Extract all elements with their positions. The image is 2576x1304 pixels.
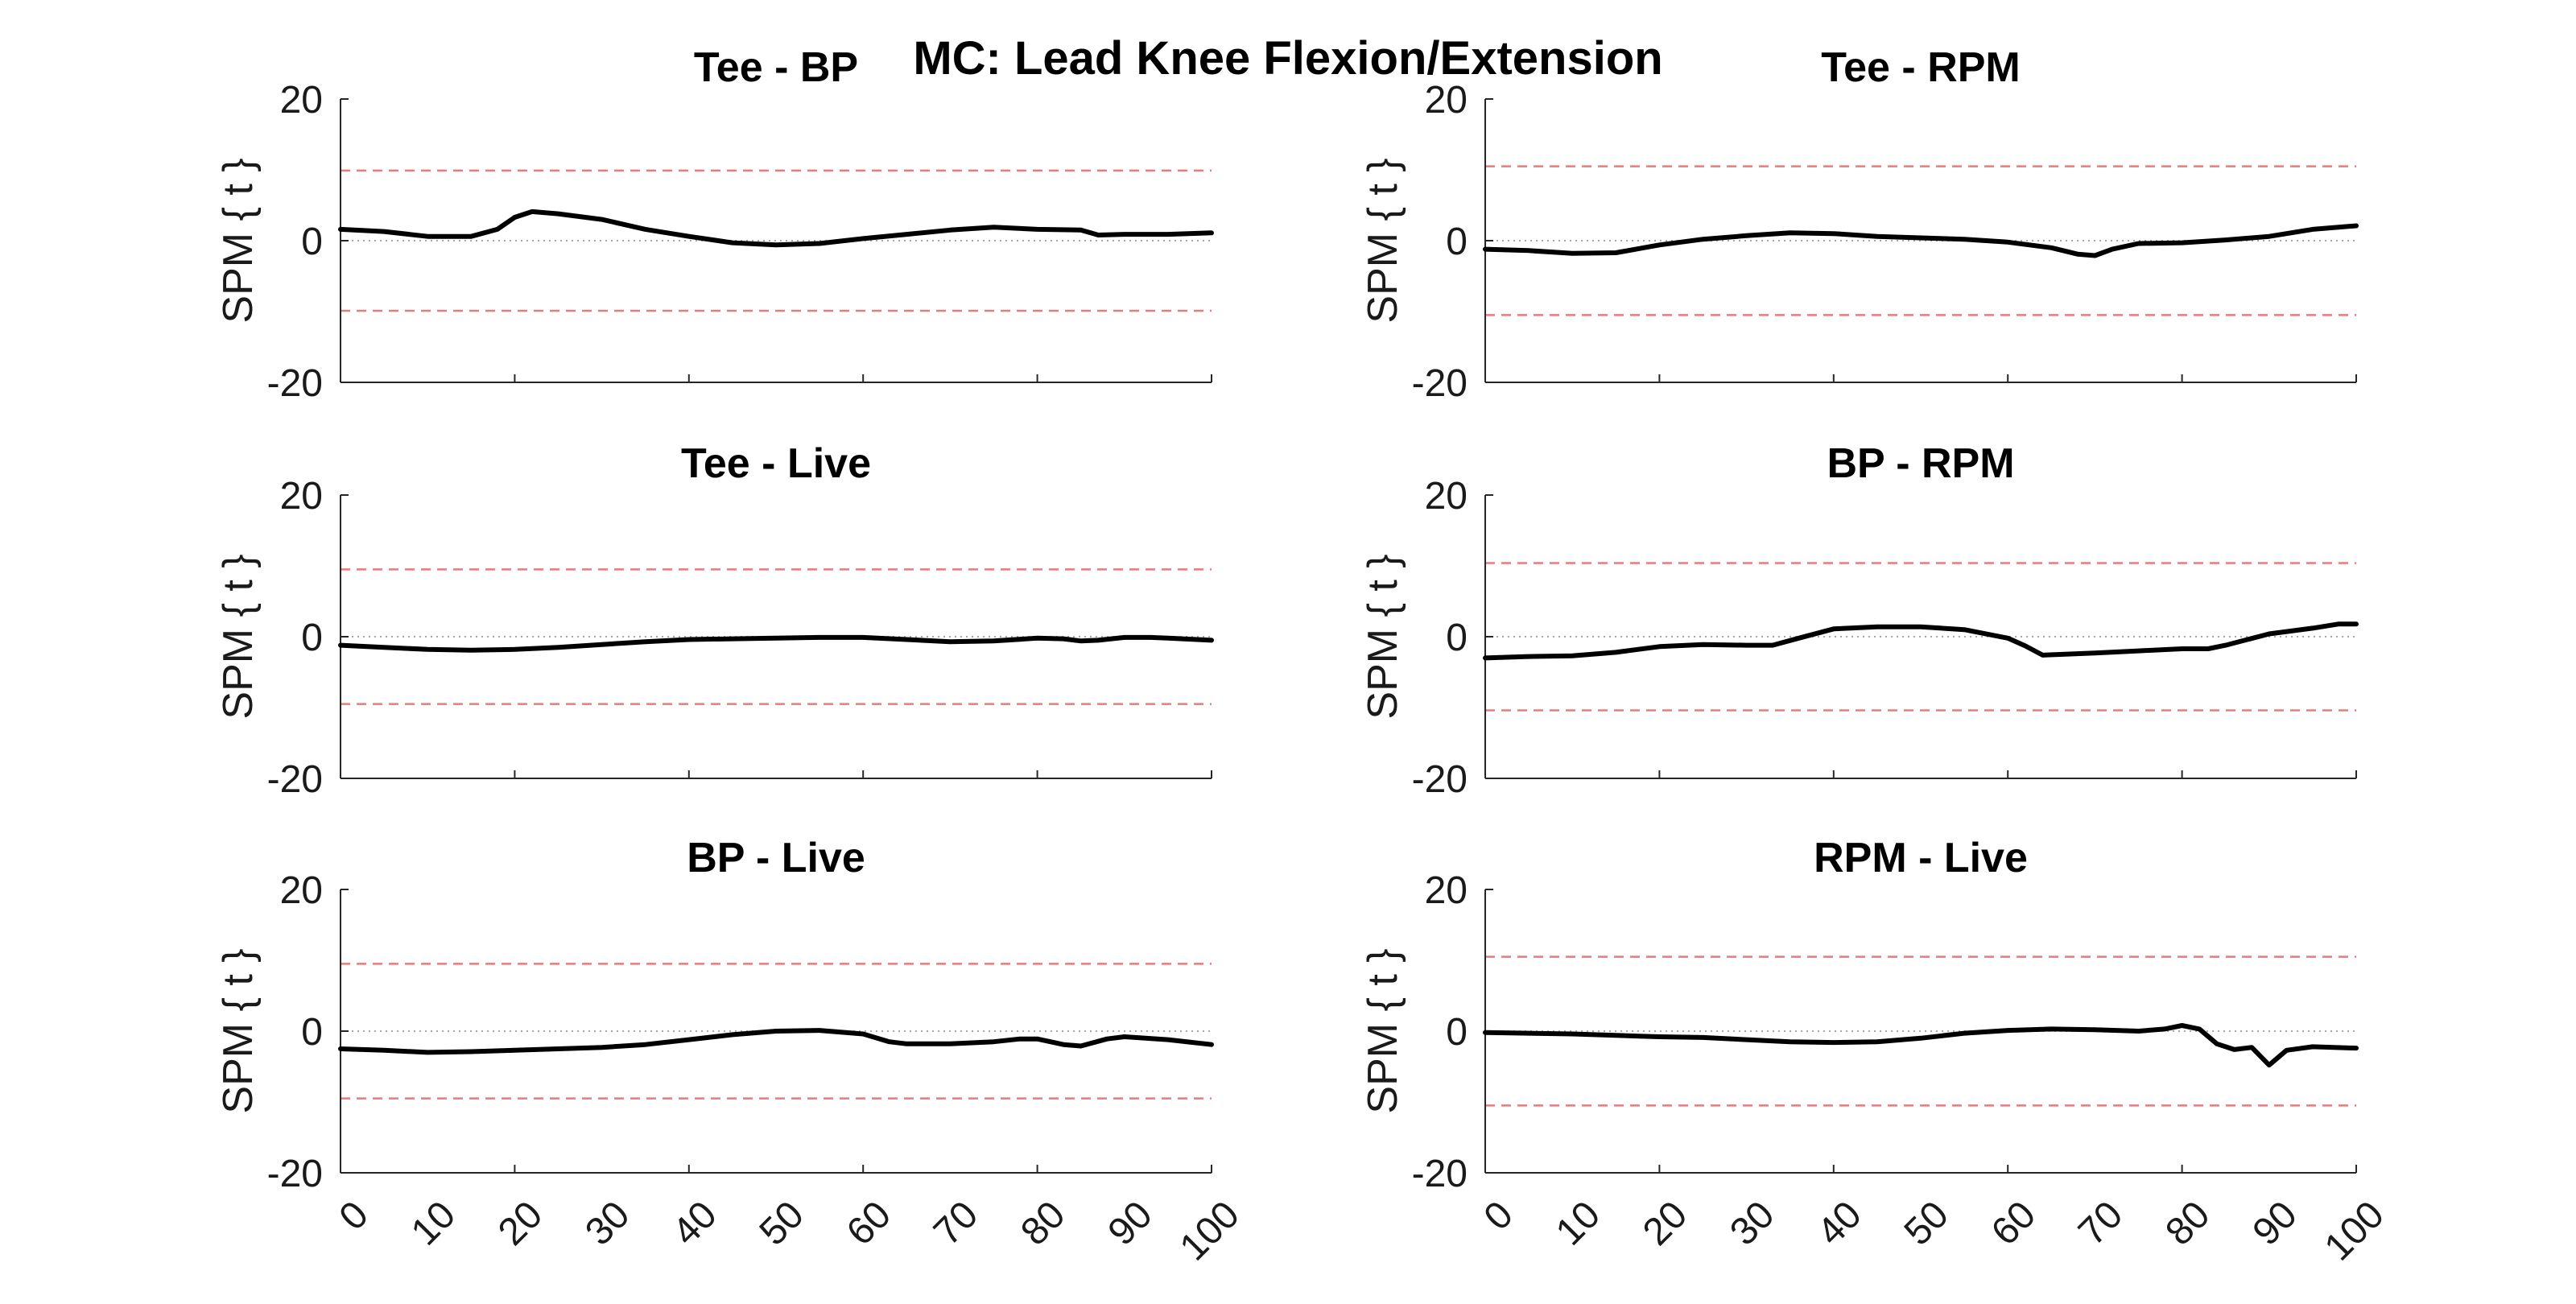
x-tick-label: 70 xyxy=(2070,1193,2131,1253)
x-tick-label: 30 xyxy=(577,1193,638,1253)
y-axis-label: SPM { t } xyxy=(215,158,262,323)
subplot-title: Tee - Live xyxy=(681,440,871,487)
y-axis-label: SPM { t } xyxy=(1360,554,1406,719)
x-tick-label: 20 xyxy=(1635,1193,1695,1253)
x-tick-label: 90 xyxy=(1100,1193,1161,1253)
x-tick-label: 90 xyxy=(2245,1193,2306,1253)
x-tick-label: 0 xyxy=(1476,1193,1521,1238)
x-tick-label: 80 xyxy=(1013,1193,1073,1253)
x-tick-label: 50 xyxy=(1897,1193,1957,1253)
x-tick-label: 50 xyxy=(752,1193,812,1253)
spm-t-series-line xyxy=(338,1028,1214,1055)
spm-t-series-line xyxy=(1483,223,2359,258)
subplot-2: -20 0 20 Tee - RPM SPM { t } xyxy=(1360,44,2359,405)
y-tick-label: -20 xyxy=(267,362,323,405)
y-tick-label: -20 xyxy=(1412,1153,1468,1195)
subplot-title: RPM - Live xyxy=(1814,835,2028,881)
y-tick-label: -20 xyxy=(1412,758,1468,801)
y-axis-label: SPM { t } xyxy=(1360,948,1406,1113)
subplot-4: -20 0 20 BP - RPM SPM { t } xyxy=(1360,440,2359,801)
y-tick-label: 0 xyxy=(301,221,323,263)
y-axis-label: SPM { t } xyxy=(1360,158,1406,323)
x-tick-label: 40 xyxy=(665,1193,725,1253)
spm-t-series-line xyxy=(1483,621,2359,661)
y-tick-label: 0 xyxy=(1446,221,1468,263)
x-tick-label: 20 xyxy=(490,1193,551,1253)
y-tick-label: 20 xyxy=(1425,869,1468,912)
figure-title: MC: Lead Knee Flexion/Extension xyxy=(913,32,1662,85)
x-tick-label: 70 xyxy=(926,1193,986,1253)
x-tick-label: 30 xyxy=(1722,1193,1782,1253)
spm-t-series-line xyxy=(338,208,1214,248)
y-tick-label: -20 xyxy=(267,758,323,801)
x-tick-label: 10 xyxy=(1548,1193,1608,1253)
subplot-title: Tee - BP xyxy=(694,44,858,91)
x-tick-label: 100 xyxy=(2317,1193,2392,1269)
subplot-3: -20 0 20 Tee - Live SPM { t } xyxy=(215,440,1214,801)
x-tick-label: 40 xyxy=(1810,1193,1870,1253)
y-tick-label: 20 xyxy=(280,79,323,122)
y-axis-label: SPM { t } xyxy=(215,554,262,719)
spm-t-series-line xyxy=(338,634,1214,653)
subplot-1: -20 0 20 Tee - BP SPM { t } xyxy=(215,44,1214,405)
x-tick-label: 60 xyxy=(839,1193,899,1253)
y-tick-label: -20 xyxy=(1412,362,1468,405)
y-tick-label: 20 xyxy=(1425,475,1468,518)
x-tick-label: 0 xyxy=(332,1193,377,1238)
subplot-title: BP - Live xyxy=(687,835,865,881)
spm-t-series-line xyxy=(1483,1023,2359,1068)
subplot-title: Tee - RPM xyxy=(1821,44,2021,91)
x-tick-label: 100 xyxy=(1172,1193,1248,1269)
y-tick-label: 0 xyxy=(301,617,323,659)
y-tick-label: 20 xyxy=(280,869,323,912)
x-tick-label: 10 xyxy=(403,1193,464,1253)
x-tick-label: 60 xyxy=(1984,1193,2044,1253)
y-tick-label: 0 xyxy=(1446,617,1468,659)
y-axis-label: SPM { t } xyxy=(215,948,262,1113)
y-tick-label: 0 xyxy=(301,1011,323,1054)
y-tick-label: 20 xyxy=(1425,79,1468,122)
x-tick-label: 80 xyxy=(2157,1193,2218,1253)
subplot-title: BP - RPM xyxy=(1827,440,2014,487)
y-tick-label: -20 xyxy=(267,1153,323,1195)
y-tick-label: 20 xyxy=(280,475,323,518)
y-tick-label: 0 xyxy=(1446,1011,1468,1054)
